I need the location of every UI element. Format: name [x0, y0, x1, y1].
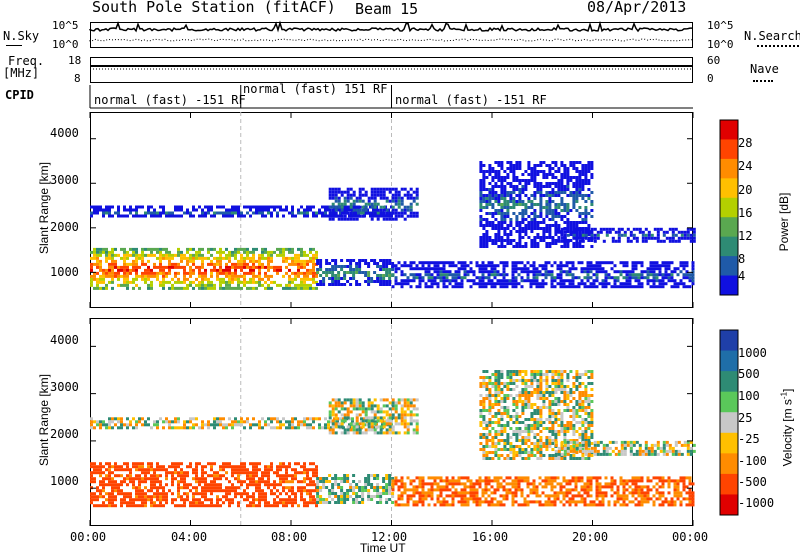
velocity-band-1	[316, 474, 394, 504]
power-band-2	[392, 261, 695, 288]
power-band-1	[316, 259, 394, 286]
velocity-colorbar-cell-7	[720, 474, 738, 495]
velocity-colorbar-cell-1	[720, 351, 738, 372]
velocity-colorbar-cell-3	[720, 392, 738, 413]
power-colorbar-cell-0	[720, 120, 738, 140]
velocity-colorbar-cell-2	[720, 371, 738, 392]
power-colorbar-cell-5	[720, 217, 738, 237]
nsearch-trace	[90, 39, 693, 41]
velocity-colorbar-cell-5	[720, 433, 738, 454]
power-band-5	[479, 161, 593, 248]
power-colorbar-cell-6	[720, 237, 738, 257]
velocity-colorbar-cell-4	[720, 412, 738, 433]
power-band-3	[90, 206, 393, 218]
power-band-0	[90, 248, 318, 290]
velocity-colorbar-cell-8	[720, 494, 738, 515]
velocity-band-0	[90, 462, 318, 507]
power-colorbar-cell-8	[720, 276, 738, 296]
power-colorbar-cell-4	[720, 198, 738, 218]
power-band-4	[329, 188, 419, 221]
power-colorbar-cell-7	[720, 256, 738, 276]
velocity-colorbar-cell-6	[720, 453, 738, 474]
power-colorbar-cell-3	[720, 178, 738, 198]
nsky-trace	[90, 23, 692, 31]
power-colorbar-cell-2	[720, 159, 738, 179]
velocity-colorbar-cell-0	[720, 330, 738, 351]
velocity-band-2	[392, 476, 695, 506]
power-colorbar-cell-1	[720, 139, 738, 159]
